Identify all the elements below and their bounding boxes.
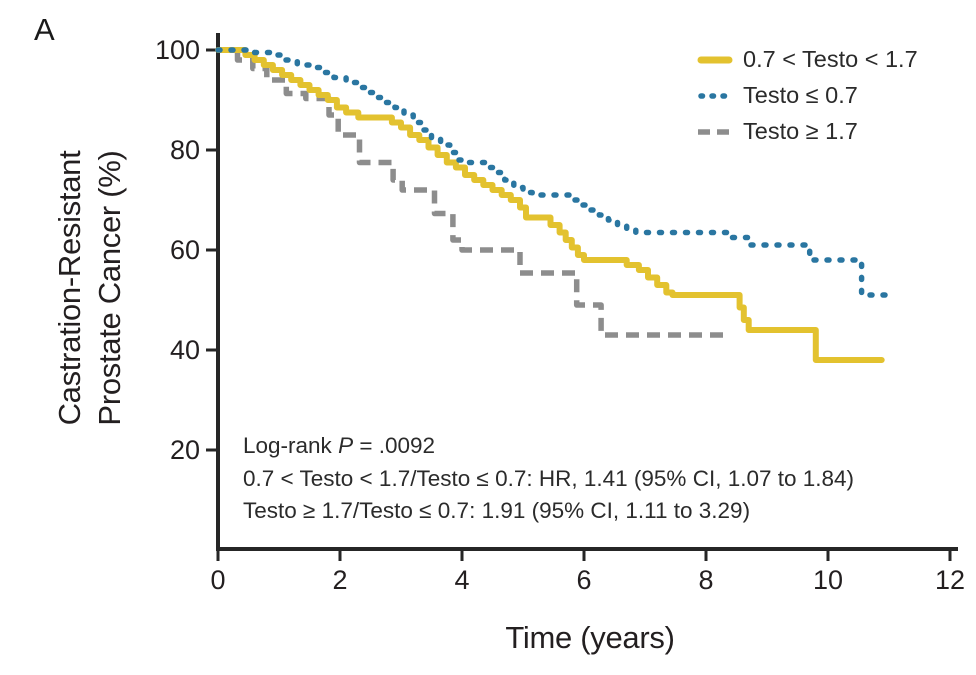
y-tick-label: 40: [169, 335, 200, 365]
legend-swatch-dotted-line-icon: [698, 92, 733, 99]
legend-swatch-solid-line-icon: [697, 56, 733, 63]
x-tick-label: 12: [934, 565, 966, 595]
x-tick-label: 10: [812, 565, 844, 595]
legend-label-high-testo: Testo ≥ 1.7: [743, 118, 858, 144]
y-tick-label: 20: [169, 435, 200, 465]
panel-label: A: [34, 12, 55, 47]
y-tick-label: 80: [169, 135, 200, 165]
y-tick-label: 100: [154, 35, 200, 65]
logrank-value: = .0092: [353, 433, 436, 458]
km-curve-dashed: [218, 47, 725, 338]
x-tick-label: 6: [576, 565, 592, 595]
legend-item-low-testo: Testo ≤ 0.7: [697, 82, 918, 108]
x-tick-label: 0: [210, 565, 226, 595]
legend-label-low-testo: Testo ≤ 0.7: [743, 82, 858, 108]
y-tick-label: 60: [169, 235, 200, 265]
legend-item-mid-testo: 0.7 < Testo < 1.7: [697, 46, 918, 72]
x-tick-label: 2: [332, 565, 348, 595]
legend-item-high-testo: Testo ≥ 1.7: [697, 118, 918, 144]
logrank-line: Log-rank P = .0092: [243, 430, 854, 463]
stats-annotation: Log-rank P = .0092 0.7 < Testo < 1.7/Tes…: [243, 430, 854, 528]
legend-swatch-dashed-line-icon: [698, 128, 732, 135]
x-tick-label: 4: [454, 565, 470, 595]
km-curve-solid: [215, 47, 885, 363]
km-curve-dotted: [215, 47, 895, 298]
legend: 0.7 < Testo < 1.7 Testo ≤ 0.7 Testo ≥ 1.…: [697, 46, 918, 155]
x-tick-label: 8: [698, 565, 714, 595]
logrank-prefix: Log-rank: [243, 433, 339, 458]
legend-label-mid-testo: 0.7 < Testo < 1.7: [743, 46, 918, 72]
x-axis-title: Time (years): [505, 620, 675, 655]
hr-line-2: Testo ≥ 1.7/Testo ≤ 0.7: 1.91 (95% CI, 1…: [243, 498, 751, 523]
logrank-p: P: [338, 433, 354, 458]
hr-line-1: 0.7 < Testo < 1.7/Testo ≤ 0.7: HR, 1.41 …: [243, 465, 855, 491]
